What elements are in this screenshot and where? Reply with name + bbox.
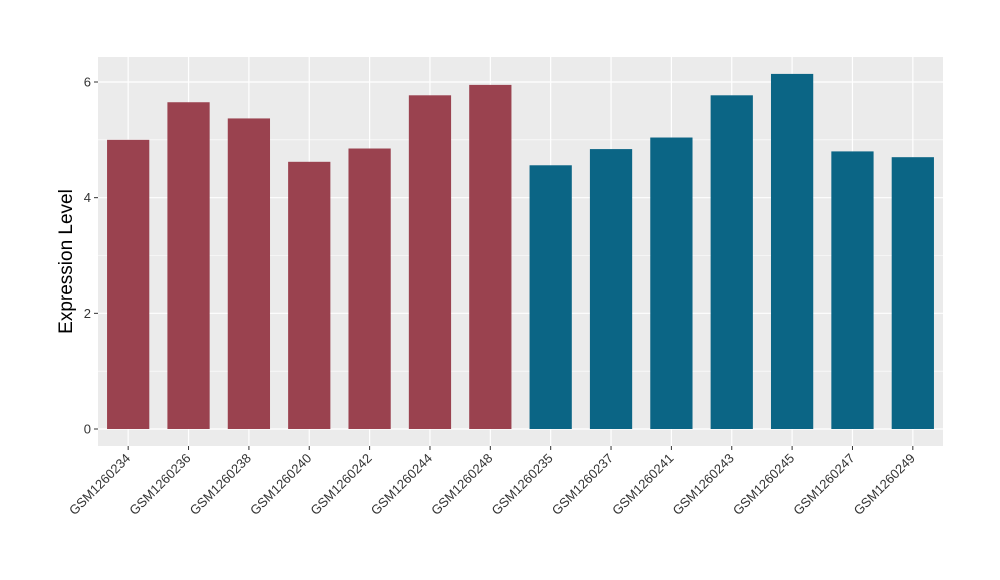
- bar-GSM1260234: [107, 139, 150, 430]
- x-tick-label: GSM1260236: [126, 451, 193, 518]
- y-tick-label: 4: [84, 190, 91, 205]
- x-tick-label: GSM1260237: [549, 451, 616, 518]
- x-tick-label: GSM1260242: [307, 451, 374, 518]
- bar-GSM1260249: [891, 157, 934, 429]
- y-axis-title: Expression Level: [56, 189, 77, 334]
- y-tick-label: 0: [84, 422, 91, 437]
- bar-GSM1260243: [710, 95, 753, 429]
- x-tick-label: GSM1260244: [368, 451, 435, 518]
- x-tick-label: GSM1260243: [670, 451, 737, 518]
- y-axis: 0 2 4 6: [84, 75, 98, 437]
- bar-GSM1260245: [770, 73, 814, 430]
- x-tick-label: GSM1260249: [851, 451, 918, 518]
- bar-GSM1260238: [227, 118, 271, 429]
- bar-GSM1260242: [348, 148, 391, 429]
- bar-GSM1260247: [831, 151, 874, 429]
- plot-panel: [98, 57, 943, 446]
- x-tick-label: GSM1260240: [247, 451, 314, 518]
- x-tick-label: GSM1260241: [609, 451, 676, 518]
- x-tick-label: GSM1260247: [790, 451, 857, 518]
- x-tick-label: GSM1260245: [730, 451, 797, 518]
- bar-GSM1260244: [408, 95, 452, 429]
- bar-GSM1260236: [167, 102, 210, 429]
- bar-GSM1260235: [529, 165, 572, 429]
- x-axis: GSM1260234GSM1260236GSM1260238GSM1260240…: [66, 446, 918, 518]
- x-tick-label: GSM1260238: [187, 451, 254, 518]
- bar-GSM1260241: [650, 137, 693, 429]
- bar-GSM1260237: [589, 149, 633, 429]
- bars: [107, 73, 934, 430]
- x-tick-label: GSM1260248: [428, 451, 495, 518]
- bar-GSM1260240: [288, 161, 331, 429]
- y-tick-label: 6: [84, 75, 91, 90]
- x-tick-label: GSM1260235: [488, 451, 555, 518]
- x-tick-label: GSM1260234: [66, 451, 133, 518]
- y-tick-label: 2: [84, 306, 91, 321]
- bar-GSM1260248: [469, 84, 512, 430]
